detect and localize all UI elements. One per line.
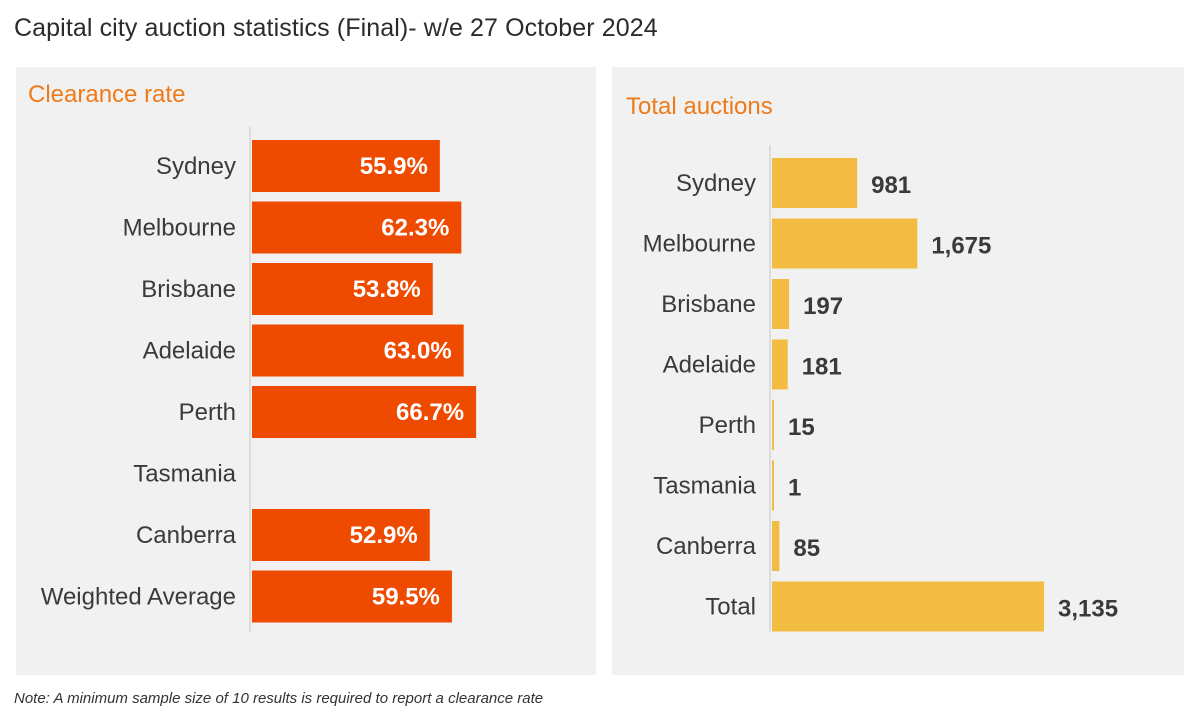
auctions-value-tasmania: 1 [788,475,801,502]
auctions-value-sydney: 981 [871,172,911,199]
auctions-category-perth: Perth [699,412,756,439]
clearance-category-perth: Perth [179,399,236,426]
clearance-value-weighted-average: 59.5% [372,584,440,611]
clearance-category-sydney: Sydney [156,153,236,180]
auctions-bar-sydney [772,158,858,208]
clearance-bar-brisbane [252,263,433,315]
auctions-bar-adelaide [772,339,788,390]
clearance-category-weighted-average: Weighted Average [41,584,236,611]
auctions-value-adelaide: 181 [802,354,842,381]
clearance-bar-adelaide [252,324,464,377]
total-auctions-panel: Total auctions Sydney 981 Melbourne 1,675 Br… [612,67,1184,675]
auctions-category-canberra: Canberra [656,533,757,560]
clearance-rate-chart: Sydney 55.9% Melbourne 62.3% Brisbane 53.8% Ad… [41,127,477,632]
total-auctions-chart: Sydney 981 Melbourne 1,675 Brisbane 197 Adelai… [643,145,1118,632]
auctions-bar-canberra [772,521,780,571]
auctions-value-canberra: 85 [793,535,820,562]
clearance-bar-perth [252,386,477,438]
auctions-bar-perth [772,400,774,450]
clearance-rate-title: Clearance rate [28,81,186,108]
clearance-category-canberra: Canberra [136,522,237,549]
auctions-bar-total [772,581,1044,632]
clearance-bar-canberra [252,509,430,561]
clearance-value-sydney: 55.9% [360,153,428,180]
auctions-category-brisbane: Brisbane [661,291,756,318]
auctions-bar-brisbane [772,279,790,329]
auctions-value-total: 3,135 [1058,596,1118,623]
clearance-category-brisbane: Brisbane [141,276,236,303]
auctions-category-sydney: Sydney [676,170,756,197]
clearance-bar-weighted-average [252,570,452,623]
auctions-category-tasmania: Tasmania [653,473,756,500]
clearance-value-melbourne: 62.3% [381,215,449,242]
clearance-bar-melbourne [252,201,462,254]
auctions-bar-melbourne [772,218,918,269]
auctions-value-perth: 15 [788,414,815,441]
clearance-rate-panel: Clearance rate Sydney 55.9% Melbourne 62.3%… [16,67,596,675]
clearance-category-melbourne: Melbourne [123,215,236,242]
clearance-category-tasmania: Tasmania [133,461,236,488]
page-title: Capital city auction statistics (Final)-… [14,14,658,42]
auctions-category-melbourne: Melbourne [643,231,756,258]
clearance-value-canberra: 52.9% [350,522,418,549]
footnote: Note: A minimum sample size of 10 result… [14,690,544,707]
auctions-category-adelaide: Adelaide [663,352,756,379]
clearance-value-adelaide: 63.0% [384,338,452,365]
auctions-value-melbourne: 1,675 [931,233,991,260]
clearance-bar-sydney [252,140,440,192]
auctions-value-brisbane: 197 [803,293,843,320]
auctions-bar-tasmania [772,460,774,511]
auctions-category-total: Total [705,594,756,621]
total-auctions-title: Total auctions [626,93,773,120]
clearance-value-perth: 66.7% [396,399,464,426]
clearance-value-brisbane: 53.8% [353,276,421,303]
clearance-category-adelaide: Adelaide [143,338,236,365]
